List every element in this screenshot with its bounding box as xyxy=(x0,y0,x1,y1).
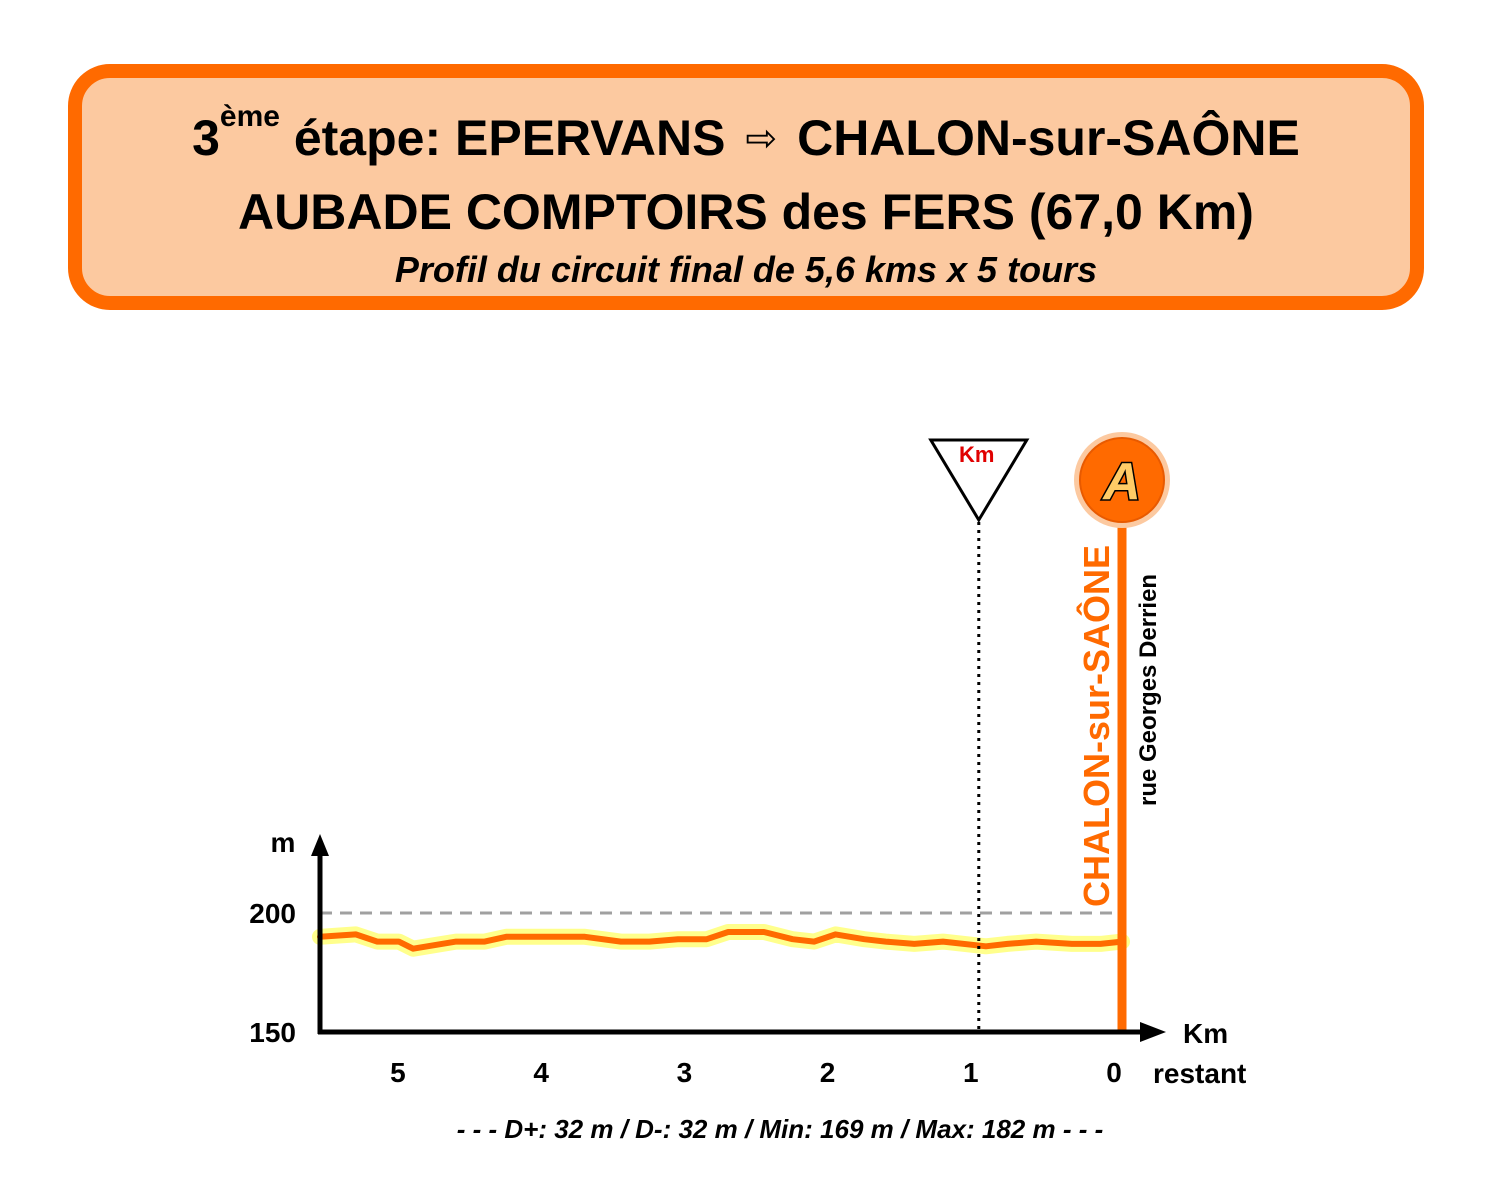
x-tick-label-4: 4 xyxy=(533,1057,549,1088)
x-tick-label-2: 2 xyxy=(820,1057,836,1088)
profile-layer xyxy=(312,924,1130,957)
stage-header-panel: 3ème étape: EPERVANS ⇨ CHALON-sur-SAÔNE … xyxy=(68,64,1424,310)
x-axis-arrow-icon xyxy=(1140,1022,1166,1042)
x-axis-label-line1: Km xyxy=(1183,1018,1228,1049)
x-tick-label-1: 1 xyxy=(963,1057,979,1088)
y-tick-labels: 150 200 xyxy=(249,898,296,1048)
y-axis-label: m xyxy=(271,827,296,858)
stage-title-line1: 3ème étape: EPERVANS ⇨ CHALON-sur-SAÔNE xyxy=(82,102,1410,169)
stage-number: 3 xyxy=(192,110,220,166)
arrival-circle-icon xyxy=(1079,437,1165,523)
y-tick-label-200: 200 xyxy=(249,898,296,929)
y-tick-label-150: 150 xyxy=(249,1017,296,1048)
right-arrow-icon: ⇨ xyxy=(745,118,778,160)
arrival-street-label: rue Georges Derrien xyxy=(1135,574,1162,806)
flamme-rouge-triangle-icon xyxy=(928,438,1030,523)
arrival-letter: A xyxy=(1101,453,1141,511)
x-tick-label-0: 0 xyxy=(1106,1057,1122,1088)
circuit-subtitle: Profil du circuit final de 5,6 kms x 5 t… xyxy=(394,249,1098,290)
flamme-rouge-marker: Km xyxy=(928,438,1030,1032)
x-tick-labels: 5 4 3 2 1 0 xyxy=(390,1057,1122,1088)
flamme-rouge-label: Km xyxy=(959,442,994,467)
x-tick-label-3: 3 xyxy=(677,1057,693,1088)
stage-destination-text: CHALON-sur-SAÔNE xyxy=(783,110,1300,166)
stage-number-suffix: ème xyxy=(219,100,280,133)
profile-summary: - - - D+: 32 m / D-: 32 m / Min: 169 m /… xyxy=(457,1114,1104,1144)
y-axis-arrow-icon xyxy=(311,834,329,856)
arrival-marker: A CHALON-sur-SAÔNE rue Georges Derrien xyxy=(1074,432,1170,1032)
axes: m Km restant xyxy=(271,827,1247,1089)
stage-start-text: étape: EPERVANS xyxy=(279,110,740,166)
x-axis-label-line2: restant xyxy=(1153,1058,1246,1089)
stage-sponsor-line: AUBADE COMPTOIRS des FERS (67,0 Km) xyxy=(238,184,1254,240)
arrival-town-label: CHALON-sur-SAÔNE xyxy=(1075,545,1117,907)
x-tick-label-5: 5 xyxy=(390,1057,406,1088)
profile-line xyxy=(317,929,1125,952)
